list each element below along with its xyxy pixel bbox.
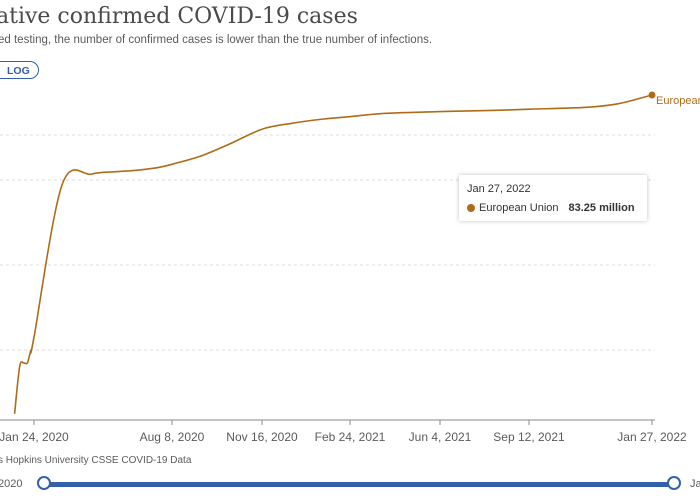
series-line-european-union[interactable]	[13, 94, 653, 414]
x-tick-label: Jun 4, 2021	[409, 430, 472, 444]
timeline-end-handle[interactable]	[667, 476, 681, 490]
x-axis-ticks: Jan 24, 2020 Aug 8, 2020 Nov 16, 2020 Feb 2…	[0, 420, 687, 444]
chart-subtitle: ed testing, the number of confirmed case…	[0, 34, 433, 46]
series-layer: European	[13, 91, 700, 414]
series-end-point[interactable]	[648, 91, 656, 99]
x-tick-label: Aug 8, 2020	[140, 430, 205, 444]
x-tick-label: Nov 16, 2020	[226, 430, 298, 444]
chart-title: ative confirmed COVID-19 cases	[0, 4, 358, 29]
timeline-start-handle[interactable]	[37, 476, 51, 490]
x-tick-label: Jan 27, 2022	[617, 430, 687, 444]
log-scale-toggle[interactable]: LOG	[0, 61, 39, 79]
hover-tooltip: Jan 27, 2022 European Union 83.25 million	[459, 175, 647, 221]
tooltip-value: 83.25 million	[568, 202, 635, 214]
x-tick-label: Feb 24, 2021	[315, 430, 386, 444]
series-end-label[interactable]: European	[656, 95, 700, 107]
data-source: s Hopkins University CSSE COVID-19 Data	[0, 455, 192, 466]
tooltip-row: European Union 83.25 million	[467, 202, 635, 214]
timeline-start-label: 2020	[0, 478, 23, 490]
series-dot-icon	[467, 204, 475, 213]
timeline-slider[interactable]: 2020 Ja	[0, 470, 700, 500]
timeline-track[interactable]	[44, 482, 674, 487]
tooltip-date: Jan 27, 2022	[467, 183, 531, 195]
chart-gridlines	[0, 134, 655, 351]
tooltip-series-name: European Union	[479, 202, 559, 214]
x-tick-label: Sep 12, 2021	[493, 430, 565, 444]
x-tick-label: Jan 24, 2020	[0, 430, 69, 444]
timeline-end-label: Ja	[690, 478, 700, 490]
